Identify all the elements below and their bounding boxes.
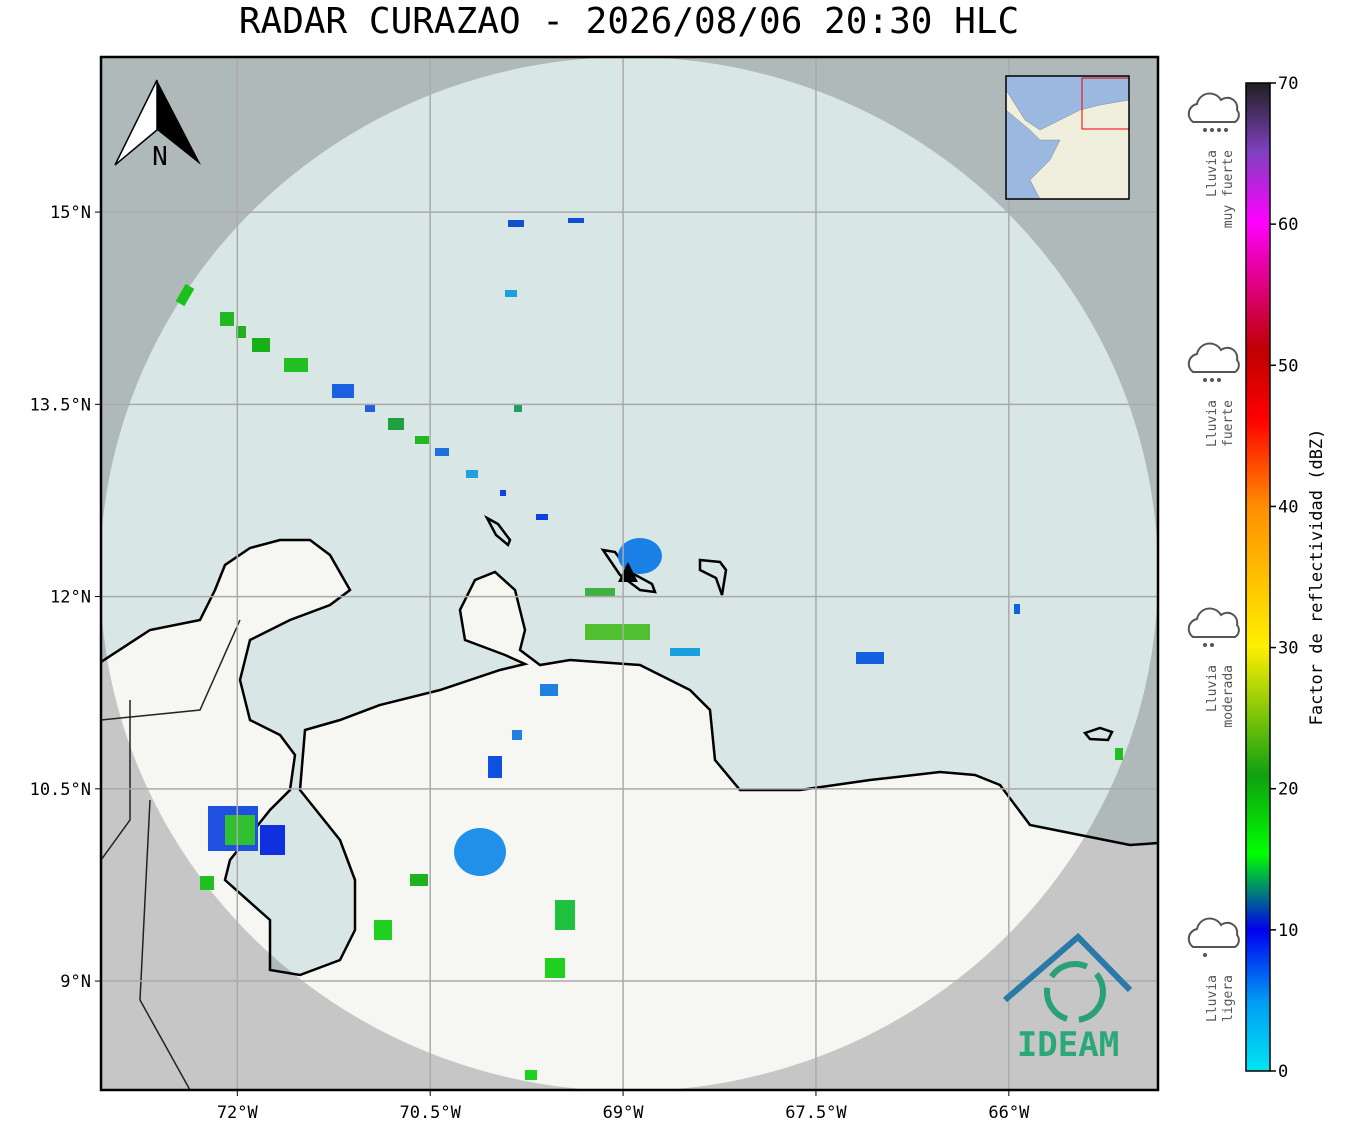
x-tick-label: 69°W (603, 1103, 645, 1123)
rain-drop (1203, 378, 1207, 382)
island-aruba (483, 514, 512, 548)
echo (618, 538, 662, 574)
inset-frame (1005, 75, 1130, 200)
echo (1014, 604, 1020, 614)
title: RADAR CURAZAO - 2026/08/06 20:30 HLC (239, 1, 1019, 42)
x-tick-label: 67.5°W (785, 1103, 847, 1123)
echo (454, 828, 506, 876)
logo-text: IDEAM (1017, 1025, 1119, 1065)
echo (332, 384, 354, 398)
echo (540, 684, 558, 696)
legend-label: fuerte (1221, 400, 1236, 447)
north-label: N (152, 142, 168, 172)
echo (225, 815, 255, 845)
cloud-icon (1187, 917, 1240, 948)
echo (415, 436, 429, 444)
border (101, 619, 241, 1090)
rain-drop (1203, 643, 1207, 647)
echo (466, 470, 478, 478)
y-tick-label: 15°N (50, 203, 91, 223)
cloud-icon (1187, 607, 1240, 638)
echo (252, 338, 270, 352)
logo-swirl (1044, 961, 1106, 1023)
legend-label: Lluvia (1205, 665, 1220, 712)
rain-drop (1217, 378, 1221, 382)
colorbar-label: Factor de reflectividad (dBZ) (1307, 429, 1327, 726)
colorbar (1245, 82, 1271, 1072)
echo (284, 358, 308, 372)
echo (555, 900, 575, 930)
echo (1115, 748, 1123, 760)
rain-drop (1210, 378, 1214, 382)
echo (175, 283, 195, 307)
coastline (101, 538, 1158, 977)
echo (374, 920, 392, 940)
x-tick-label: 72°W (217, 1103, 259, 1123)
echo (220, 312, 234, 326)
rain-drop (1210, 128, 1214, 132)
island-small (1082, 726, 1114, 742)
echo (435, 448, 449, 456)
y-tick-label: 13.5°N (30, 395, 91, 415)
north-arrow: N (114, 79, 201, 172)
echo (545, 958, 565, 978)
x-tick-label: 70.5°W (399, 1103, 461, 1123)
echo (410, 874, 428, 886)
y-tick-label: 12°N (50, 588, 91, 608)
map (101, 57, 1158, 1090)
rain-drop (1224, 128, 1228, 132)
arrow-right (157, 80, 201, 165)
echo (505, 290, 517, 297)
x-tick-label: 66°W (988, 1103, 1030, 1123)
colorbar-tick-label: 0 (1278, 1062, 1288, 1082)
legend-label: moderada (1221, 665, 1236, 728)
colorbar-tick-label: 40 (1278, 497, 1298, 517)
echo (260, 825, 285, 855)
legend-label: muy fuerte (1221, 150, 1236, 228)
colorbar-tick-label: 20 (1278, 780, 1298, 800)
echo (585, 588, 615, 596)
cloud-icon (1187, 342, 1240, 373)
cloud-icon (1187, 92, 1240, 123)
echo (488, 756, 502, 778)
echo (508, 220, 524, 227)
colorbar-tick-label: 70 (1278, 74, 1298, 94)
echo (365, 404, 375, 412)
legend-label: Lluvia (1205, 975, 1220, 1022)
echo (856, 652, 884, 664)
echo (500, 490, 506, 496)
inset-map (1005, 75, 1130, 200)
echo (568, 218, 584, 223)
rain-drop (1210, 643, 1214, 647)
graticule (101, 57, 1158, 1090)
legend-label: ligera (1221, 975, 1236, 1022)
legend-label: Lluvia (1205, 150, 1220, 197)
land (101, 540, 1158, 1090)
legend-label: Lluvia (1205, 400, 1220, 447)
echo (585, 624, 650, 640)
colorbar-tick-label: 10 (1278, 921, 1298, 941)
echo (236, 326, 246, 338)
rain-drop (1203, 128, 1207, 132)
echo (514, 404, 522, 412)
echo (536, 514, 548, 520)
colorbar-tick-label: 60 (1278, 215, 1298, 235)
echo (670, 648, 700, 656)
y-tick-label: 10.5°N (30, 780, 91, 800)
y-tick-label: 9°N (60, 972, 91, 992)
island-bonaire (698, 558, 728, 596)
echo (525, 1070, 537, 1080)
logo: IDEAM (1003, 932, 1133, 1065)
rain-drop (1217, 128, 1221, 132)
echo (388, 418, 404, 430)
rain-drop (1203, 953, 1207, 957)
colorbar-tick-label: 50 (1278, 356, 1298, 376)
echo (200, 876, 214, 890)
echo (512, 730, 522, 740)
colorbar-tick-label: 30 (1278, 639, 1298, 659)
map-frame (99, 55, 1160, 1092)
logo-roof (1003, 932, 1133, 1003)
